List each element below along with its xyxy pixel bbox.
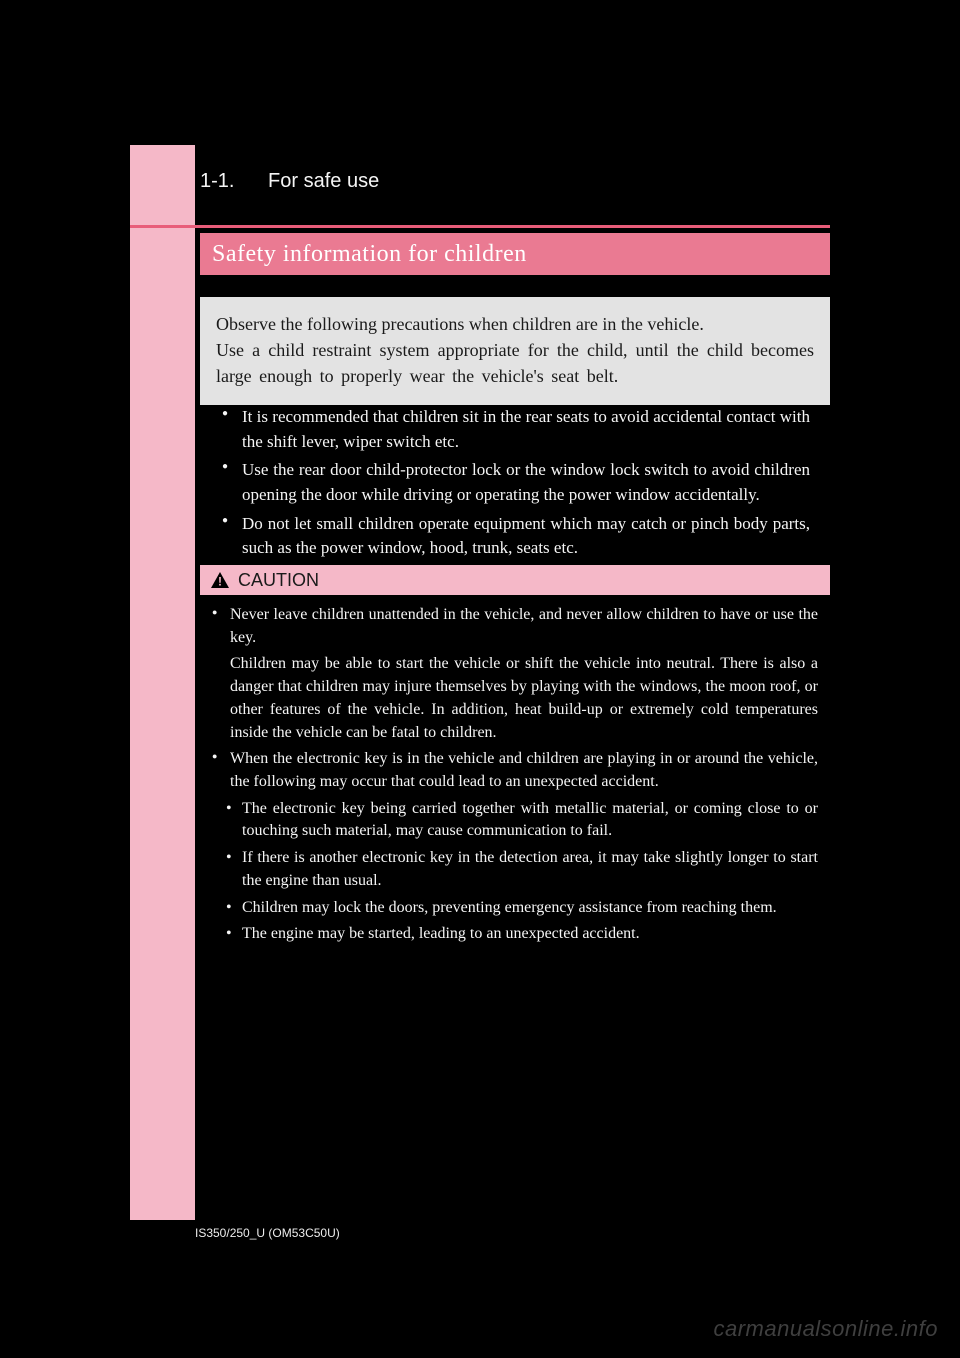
intro-line1: Observe the following precautions when c… <box>216 314 704 334</box>
caution-subitem: The engine may be started, leading to an… <box>212 923 818 946</box>
caution-bar: ! CAUTION <box>200 565 830 595</box>
intro-text: Observe the following precautions when c… <box>216 311 814 389</box>
footer-code: IS350/250_U (OM53C50U) <box>195 1226 340 1240</box>
caution-body: Never leave children unattended in the v… <box>212 604 818 950</box>
caution-item-para: Children may be able to start the vehicl… <box>212 653 818 744</box>
red-divider-line <box>130 225 830 228</box>
page-container: 56 1-1. For safe use Safety information … <box>0 0 960 1358</box>
body-item: Use the rear door child-protector lock o… <box>222 458 810 507</box>
svg-text:!: ! <box>218 575 222 589</box>
watermark: carmanualsonline.info <box>713 1316 938 1342</box>
page-header: 1-1. For safe use <box>200 170 379 193</box>
section-number-label: 1-1. <box>200 170 234 192</box>
body-item: It is recommended that children sit in t… <box>222 405 810 454</box>
pink-sidebar <box>130 145 195 1220</box>
caution-subitem: If there is another electronic key in th… <box>212 847 818 892</box>
caution-item: When the electronic key is in the vehicl… <box>212 748 818 793</box>
warning-triangle-icon: ! <box>210 571 230 589</box>
caution-item-para-text: Children may be able to start the vehicl… <box>230 655 818 740</box>
caution-item: Never leave children unattended in the v… <box>212 604 818 649</box>
caution-label: CAUTION <box>238 570 319 591</box>
body-list: It is recommended that children sit in t… <box>222 405 810 565</box>
caution-subitem: Children may lock the doors, preventing … <box>212 897 818 920</box>
intro-line2: Use a child restraint system appropriate… <box>216 337 814 389</box>
title-text: Safety information for children <box>212 241 527 268</box>
section-title-label: For safe use <box>268 170 379 192</box>
title-bar: Safety information for children <box>200 233 830 275</box>
intro-box: Observe the following precautions when c… <box>200 297 830 405</box>
body-item: Do not let small children operate equipm… <box>222 512 810 561</box>
caution-subitem: The electronic key being carried togethe… <box>212 798 818 843</box>
